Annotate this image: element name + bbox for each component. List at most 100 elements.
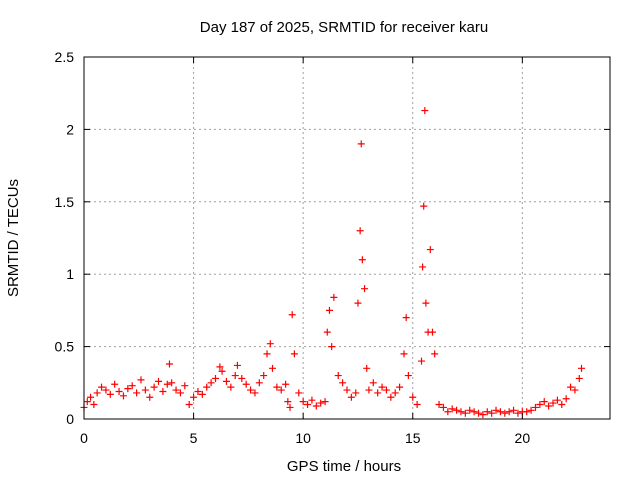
- data-point: [444, 408, 452, 416]
- plot-frame: [83, 56, 611, 420]
- data-point: [479, 411, 487, 419]
- data-point: [102, 386, 110, 394]
- x-tick-label: 10: [295, 430, 311, 446]
- data-point: [419, 263, 427, 271]
- data-point: [146, 393, 154, 401]
- data-point: [400, 350, 408, 358]
- data-point: [124, 385, 132, 393]
- y-tick-label: 2: [66, 121, 74, 137]
- data-point: [549, 399, 557, 407]
- data-point: [461, 409, 469, 417]
- data-point: [531, 403, 539, 411]
- data-point: [343, 386, 351, 394]
- data-point: [496, 408, 504, 416]
- data-point: [295, 389, 303, 397]
- data-point: [260, 372, 268, 380]
- data-point: [578, 364, 586, 372]
- data-point: [567, 383, 575, 391]
- data-point: [387, 393, 395, 401]
- data-point: [466, 406, 474, 414]
- x-tick-label: 5: [190, 430, 198, 446]
- data-point: [288, 311, 296, 319]
- data-point: [273, 383, 281, 391]
- data-point: [510, 406, 518, 414]
- data-point: [216, 363, 224, 371]
- data-point: [457, 408, 465, 416]
- data-point: [330, 293, 338, 301]
- data-point: [413, 401, 421, 409]
- data-point: [304, 401, 312, 409]
- data-point: [527, 406, 535, 414]
- y-tick-label: 1: [66, 266, 74, 282]
- data-point: [277, 386, 285, 394]
- data-point: [475, 409, 482, 417]
- data-point: [420, 202, 428, 210]
- data-point: [435, 401, 443, 409]
- data-point: [321, 398, 329, 406]
- data-point: [514, 409, 522, 417]
- data-point: [98, 383, 106, 391]
- data-point: [176, 389, 184, 397]
- data-point: [290, 350, 298, 358]
- y-tick-label: 0: [66, 411, 74, 427]
- data-point: [428, 328, 436, 336]
- data-points: [80, 107, 586, 419]
- data-point: [352, 389, 360, 397]
- data-point: [409, 393, 417, 401]
- x-axis-label: GPS time / hours: [287, 458, 401, 475]
- data-point: [470, 408, 478, 416]
- data-point: [282, 380, 290, 388]
- y-axis-label: SRMTID / TECUs: [5, 179, 22, 297]
- data-point: [404, 372, 412, 380]
- data-point: [571, 386, 579, 394]
- data-point: [356, 227, 364, 235]
- data-point: [207, 379, 215, 387]
- data-point: [90, 401, 98, 409]
- data-point: [284, 398, 292, 406]
- data-point: [317, 399, 325, 407]
- data-point: [83, 398, 91, 406]
- data-point: [238, 374, 246, 382]
- data-point: [212, 374, 219, 382]
- data-point: [308, 396, 316, 404]
- data-point: [299, 398, 307, 406]
- data-point: [242, 380, 250, 388]
- data-point: [227, 383, 235, 391]
- data-point: [231, 372, 239, 380]
- data-point: [426, 246, 434, 254]
- axis-ticks: 0 5 10 15 20 0 0.5 1 1.5 2 2.5: [55, 49, 610, 446]
- data-point: [286, 403, 294, 411]
- data-point: [422, 299, 430, 307]
- data-point: [453, 406, 461, 414]
- data-point: [540, 398, 548, 406]
- data-point: [431, 350, 439, 358]
- data-point: [168, 379, 176, 387]
- x-tick-label: 20: [515, 430, 531, 446]
- data-point: [328, 343, 336, 351]
- data-point: [354, 299, 362, 307]
- data-point: [163, 380, 171, 388]
- data-point: [483, 408, 491, 416]
- data-point: [536, 401, 544, 409]
- data-point: [402, 314, 410, 322]
- data-point: [439, 403, 447, 411]
- data-point: [268, 364, 276, 372]
- x-tick-label: 0: [80, 430, 88, 446]
- data-point: [488, 409, 496, 417]
- data-point: [365, 386, 373, 394]
- data-point: [233, 361, 241, 369]
- data-point: [361, 285, 369, 293]
- data-point: [251, 389, 259, 397]
- data-point: [575, 374, 583, 382]
- data-point: [505, 408, 513, 416]
- data-point: [492, 406, 500, 414]
- data-point: [325, 306, 333, 314]
- data-point: [106, 390, 114, 398]
- data-point: [181, 382, 189, 390]
- data-point: [378, 383, 386, 391]
- data-point: [323, 328, 331, 336]
- data-point: [150, 383, 158, 391]
- data-point: [119, 392, 127, 400]
- data-point: [558, 401, 566, 409]
- data-point: [203, 383, 211, 391]
